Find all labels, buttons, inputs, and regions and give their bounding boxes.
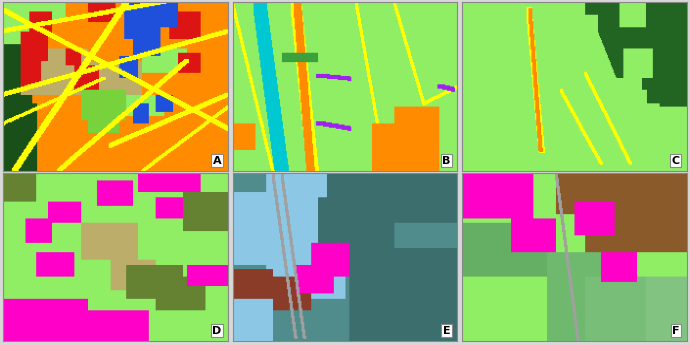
Text: E: E bbox=[443, 326, 451, 336]
Text: D: D bbox=[213, 326, 221, 336]
Text: B: B bbox=[442, 156, 451, 166]
Text: F: F bbox=[672, 326, 680, 336]
Text: C: C bbox=[671, 156, 680, 166]
Text: A: A bbox=[213, 156, 221, 166]
